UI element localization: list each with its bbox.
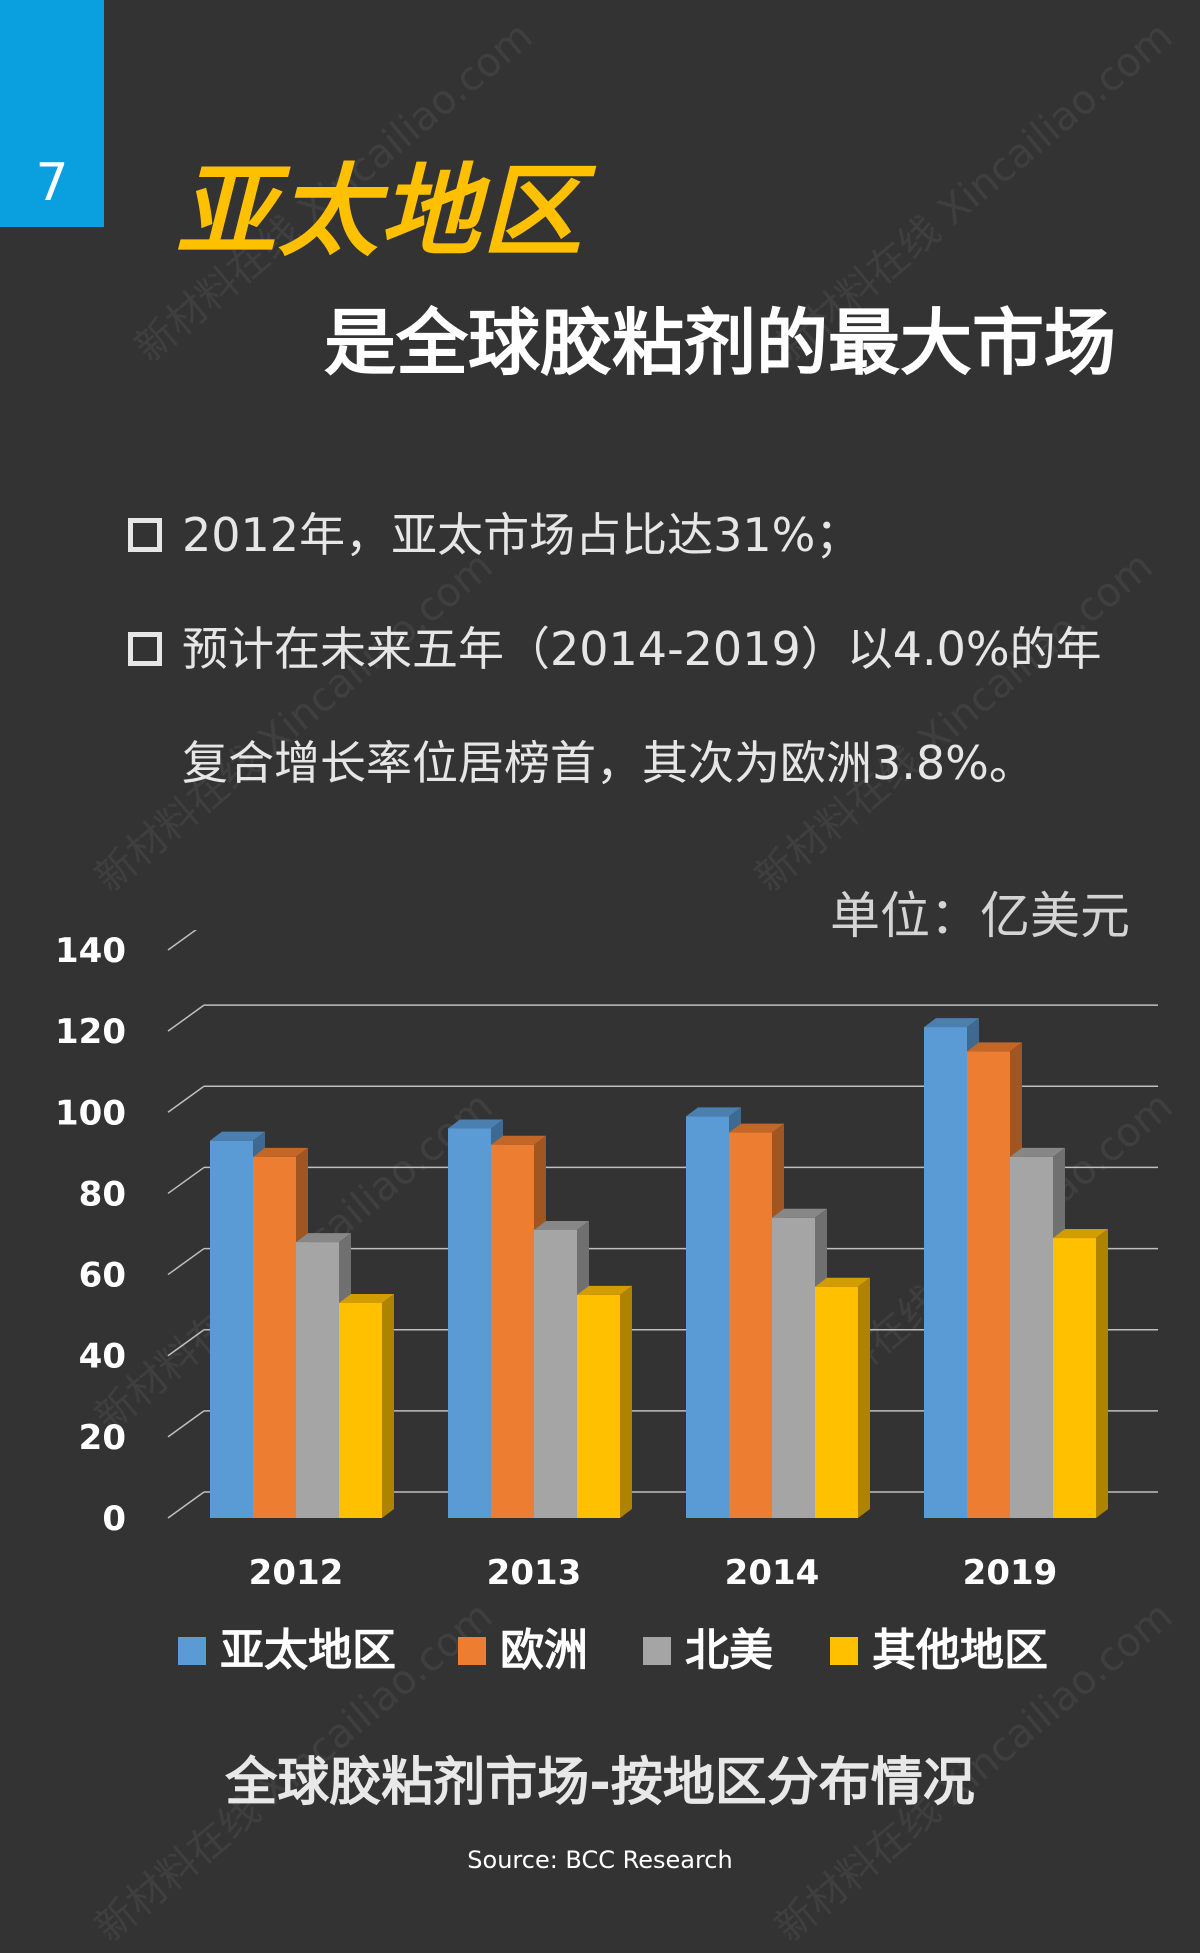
bar-side: [620, 1285, 632, 1518]
y-tick-label: 100: [55, 1093, 126, 1133]
page-number-badge: 7: [0, 0, 104, 227]
bar-top: [448, 1119, 503, 1129]
bar-side: [1096, 1229, 1108, 1518]
bar: [924, 1027, 967, 1518]
bar-top: [967, 1042, 1022, 1052]
unit-label: 单位：亿美元: [830, 887, 1130, 945]
y-tick-label: 140: [55, 931, 126, 971]
bar-top: [924, 1018, 979, 1028]
bar: [253, 1156, 296, 1518]
gridline-floor: [167, 1491, 205, 1519]
gridline-floor: [167, 1166, 205, 1195]
legend-label: 亚太地区: [220, 1625, 396, 1676]
bar: [210, 1140, 253, 1518]
gridline-floor: [167, 1247, 205, 1276]
page-title: 亚太地区: [176, 153, 584, 270]
y-tick-label: 60: [79, 1256, 126, 1296]
bullet-list: 2012年，亚太市场占比达31%； 预计在未来五年（2014-2019）以4.0…: [124, 478, 1134, 820]
bar-top: [577, 1285, 632, 1295]
bar-top: [1053, 1229, 1108, 1239]
bar-top: [772, 1208, 827, 1218]
legend-swatch: [458, 1637, 486, 1665]
bar: [296, 1242, 339, 1518]
page-subtitle: 是全球胶粘剂的最大市场: [323, 301, 1116, 385]
bar: [491, 1144, 534, 1518]
legend-swatch: [178, 1637, 206, 1665]
bar: [1053, 1238, 1096, 1518]
y-tick-label: 40: [79, 1337, 126, 1377]
y-tick-label: 0: [102, 1499, 126, 1539]
bar-top: [491, 1135, 546, 1145]
gridline-floor: [167, 930, 197, 951]
bar-top: [815, 1277, 870, 1287]
bar: [815, 1286, 858, 1518]
square-bullet-icon: [128, 518, 162, 552]
bar: [686, 1116, 729, 1518]
bullet-text: 预计在未来五年（2014-2019）以4.0%的年复合增长率位居榜首，其次为欧洲…: [182, 622, 1102, 790]
y-tick-label: 120: [55, 1012, 126, 1052]
legend-label: 欧洲: [500, 1625, 588, 1676]
bar: [448, 1128, 491, 1518]
bullet-text: 2012年，亚太市场占比达31%；: [182, 508, 862, 562]
bar-chart: 0 20 40 60 80 100 120 140 2012 2013 2014 2019 亚太地区 欧洲…: [55, 930, 1158, 1676]
y-tick-label: 20: [79, 1418, 126, 1458]
x-tick-label: 2014: [725, 1553, 820, 1593]
bar: [772, 1217, 815, 1518]
square-bullet-icon: [128, 632, 162, 666]
legend-label: 北美: [685, 1625, 773, 1676]
bar: [577, 1294, 620, 1518]
y-tick-label: 80: [79, 1174, 126, 1214]
x-tick-label: 2013: [487, 1553, 582, 1593]
bar-side: [858, 1277, 870, 1518]
source-note: Source: BCC Research: [467, 1846, 733, 1874]
x-tick-label: 2019: [963, 1553, 1058, 1593]
legend-swatch: [830, 1637, 858, 1665]
page-number: 7: [35, 153, 69, 213]
bar-side: [382, 1293, 394, 1518]
x-tick-label: 2012: [249, 1553, 344, 1593]
bar-top: [253, 1147, 308, 1157]
bar-top: [339, 1293, 394, 1303]
bullet-item: 2012年，亚太市场占比达31%；: [124, 478, 1134, 592]
bar: [1010, 1156, 1053, 1518]
legend-label: 其他地区: [872, 1625, 1048, 1676]
bar: [339, 1302, 382, 1518]
bar-top: [1010, 1147, 1065, 1157]
legend-swatch: [643, 1637, 671, 1665]
bar: [967, 1051, 1010, 1518]
bar-top: [296, 1233, 351, 1243]
bar-top: [729, 1123, 784, 1133]
gridline-floor: [167, 1410, 205, 1438]
gridline-floor: [167, 1004, 205, 1032]
bar-top: [534, 1220, 589, 1230]
gridline-floor: [167, 1085, 205, 1113]
bar: [534, 1229, 577, 1518]
bar: [729, 1132, 772, 1518]
gridline-floor: [167, 1329, 205, 1357]
bar-top: [686, 1107, 741, 1117]
chart-title: 全球胶粘剂市场-按地区分布情况: [225, 1753, 975, 1813]
bar-top: [210, 1131, 265, 1141]
bullet-item: 预计在未来五年（2014-2019）以4.0%的年复合增长率位居榜首，其次为欧洲…: [124, 592, 1134, 820]
